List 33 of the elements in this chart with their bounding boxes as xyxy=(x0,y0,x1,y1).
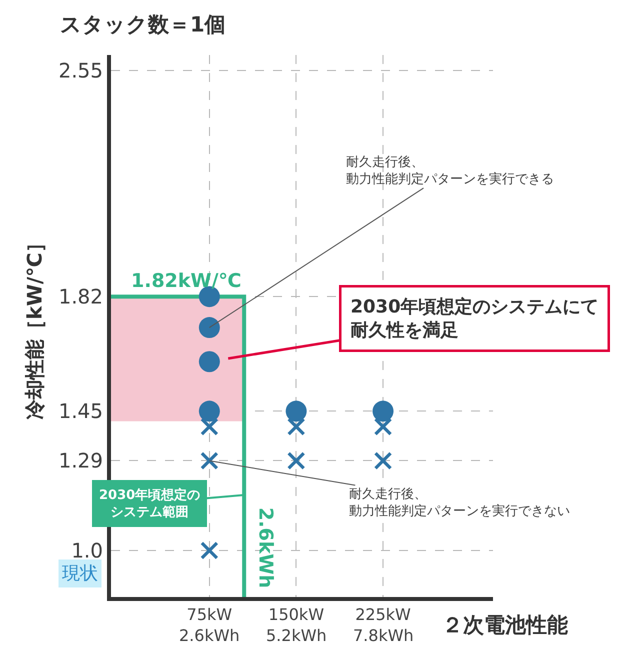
y-tick-label: 1.45 xyxy=(58,399,103,424)
x-tick-label: 150kW xyxy=(268,605,324,624)
text: 現状 xyxy=(62,563,98,584)
point xyxy=(374,418,392,436)
point xyxy=(372,400,394,422)
annotation: 2030年頃想定のシステムにて耐久性を満足 xyxy=(350,296,599,341)
point xyxy=(198,351,220,372)
y-tick-label: 1.82 xyxy=(58,284,103,309)
point xyxy=(198,400,220,422)
chart-title: スタック数＝1個 xyxy=(60,12,226,36)
annotation: 2030年頃想定のシステム範囲 xyxy=(99,487,200,520)
y-tick-label: 2.55 xyxy=(58,58,103,82)
point xyxy=(287,418,306,436)
y-tick-label: 1.29 xyxy=(58,448,103,473)
annotation: 耐久走行後、動力性能判定パターンを実行できない xyxy=(349,487,570,519)
point xyxy=(287,452,306,470)
annotation: 2.6kWh xyxy=(254,507,277,588)
annotation: 耐久走行後、動力性能判定パターンを実行できる xyxy=(346,155,554,187)
text: 7.8kWh xyxy=(353,626,414,645)
point xyxy=(200,452,218,470)
annotation: 1.82kW/℃ xyxy=(131,270,242,292)
point xyxy=(200,541,218,560)
x-axis-title: ２次電池性能 xyxy=(442,613,568,637)
x-tick-label: 225kW xyxy=(355,605,412,624)
point xyxy=(200,418,218,436)
point xyxy=(286,400,307,422)
text: 5.2kWh xyxy=(266,626,327,645)
point xyxy=(374,452,392,470)
y-tick-label: 1.0 xyxy=(71,538,103,563)
y-axis-title: 冷却性能［kW/℃］ xyxy=(22,232,46,420)
x-tick-label: 75kW xyxy=(186,605,232,624)
text: 2.6kWh xyxy=(179,626,240,645)
point xyxy=(198,317,220,338)
